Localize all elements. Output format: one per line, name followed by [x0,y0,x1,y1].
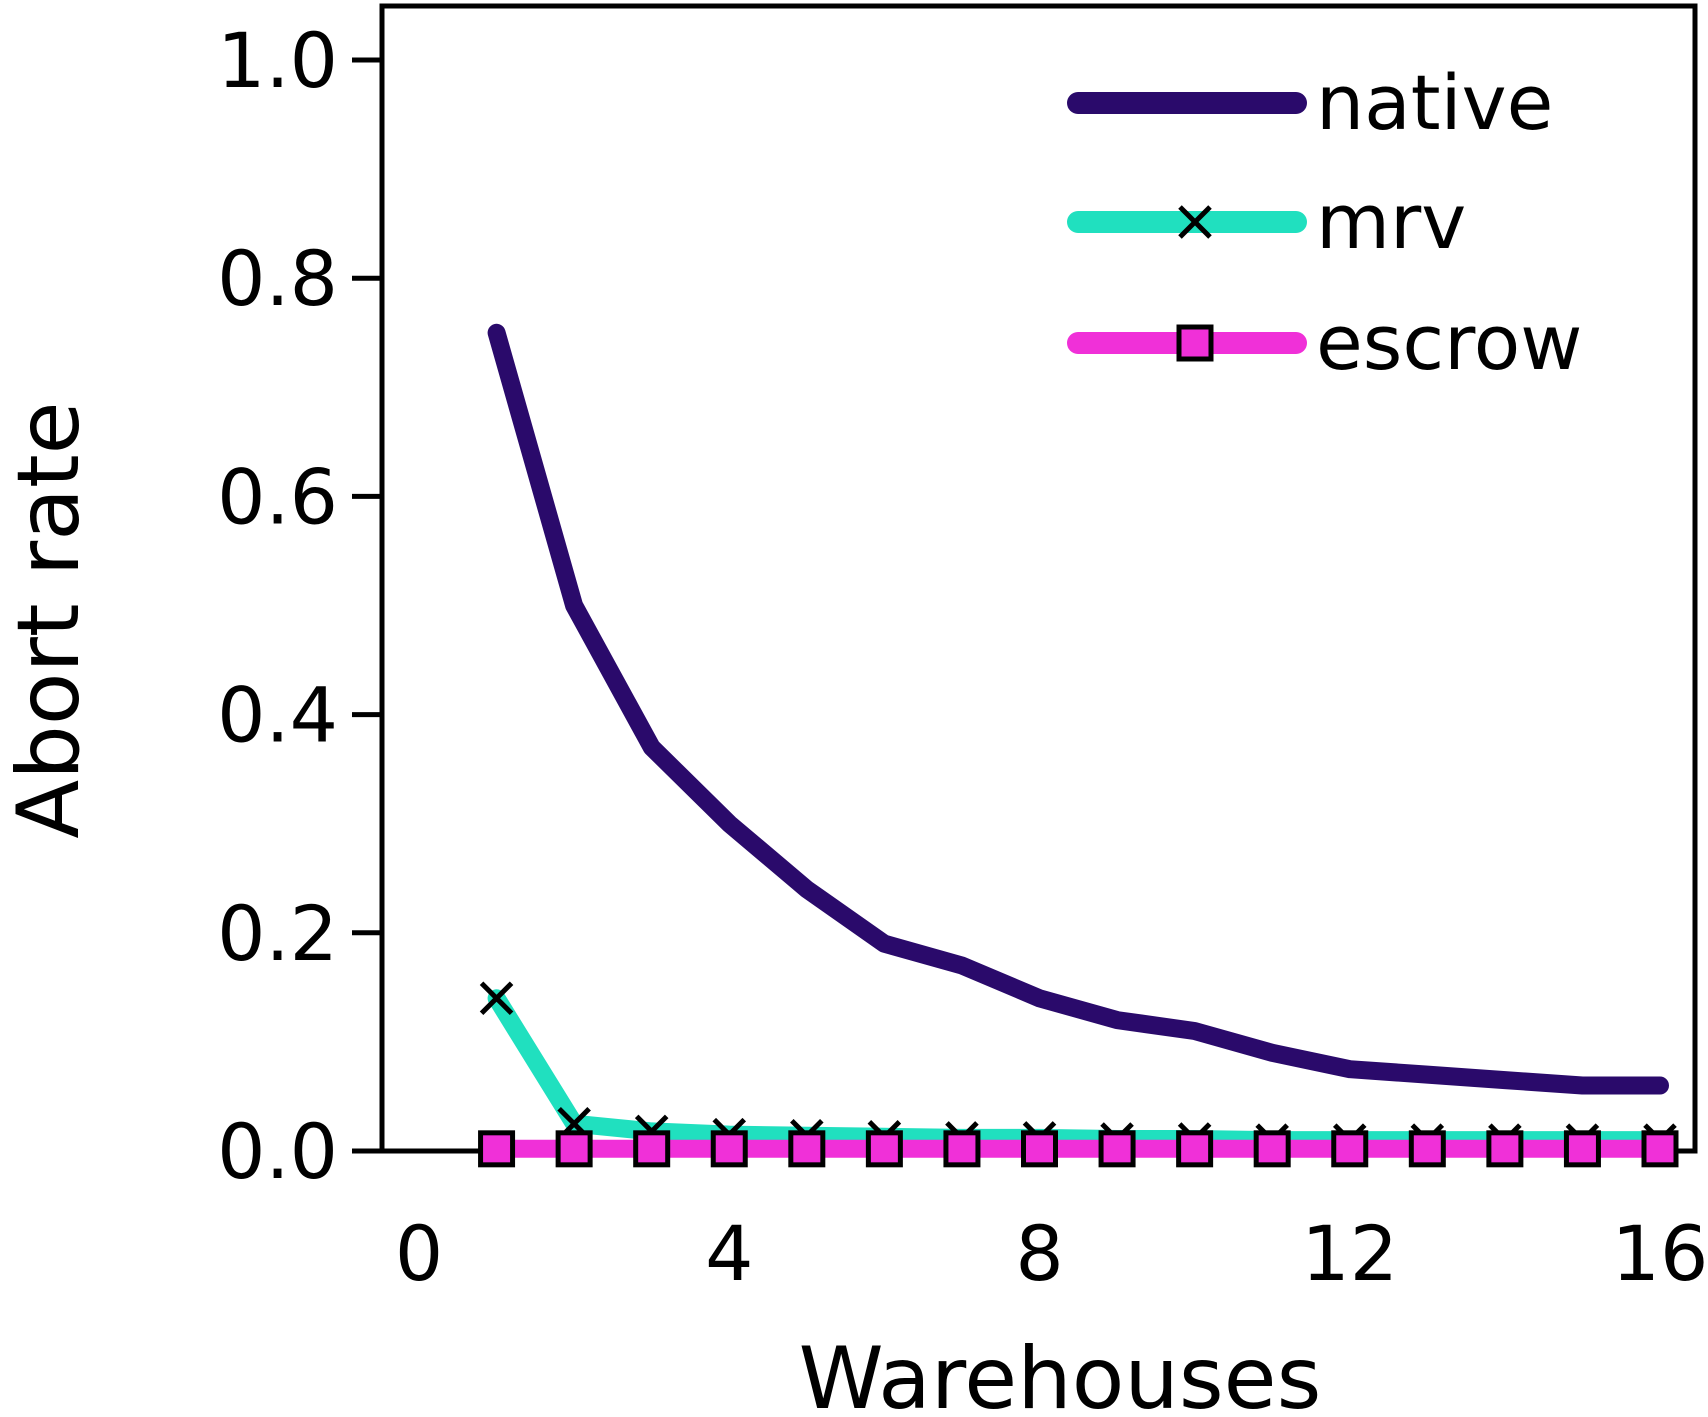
y-tick-label-1: 0.2 [217,889,338,978]
x-axis-title: Warehouses [799,1329,1322,1417]
point-escrow-1 [555,1130,593,1168]
point-escrow-0 [478,1130,516,1168]
legend-marker-mrv [1178,205,1212,239]
legend-label-native: native [1316,58,1553,147]
legend-marker-mrv-stroke-b [1178,205,1212,239]
point-escrow-4 [788,1130,826,1168]
series-line-mrv [487,989,1669,1150]
point-escrow-14 [1563,1130,1601,1168]
legend-label-mrv: mrv [1316,177,1466,266]
point-escrow-3 [710,1130,748,1168]
y-axis-title: Abort rate [0,401,99,838]
point-mrv-0 [479,981,514,1016]
legend-label-escrow: escrow [1316,298,1582,387]
point-mrv-0-stroke-b [479,981,514,1016]
point-escrow-13 [1486,1130,1524,1168]
point-escrow-9 [1176,1130,1214,1168]
x-tick-label-3: 12 [1301,1209,1398,1298]
axes [352,3,1698,1154]
point-escrow-10 [1253,1130,1291,1168]
point-escrow-7 [1021,1130,1058,1168]
y-tick-label-0: 0.0 [217,1107,338,1196]
point-escrow-2 [633,1130,671,1168]
point-escrow-5 [865,1130,903,1168]
axis-labels: 0.0 0.2 0.4 0.6 0.8 1.0 0 4 8 12 16 Warehouses Abort… [0,16,1708,1417]
point-escrow-6 [943,1130,981,1168]
series-lines [478,323,1679,1168]
point-escrow-11 [1331,1130,1369,1168]
x-tick-label-1: 4 [705,1209,753,1298]
series-line-native [487,323,1669,1095]
x-tick-label-0: 0 [395,1209,443,1298]
x-tick-label-4: 16 [1612,1209,1708,1298]
y-tick-label-5: 1.0 [217,16,338,105]
point-escrow-12 [1408,1130,1446,1168]
point-escrow-15 [1641,1130,1679,1168]
y-tick-label-4: 0.8 [217,234,338,323]
y-tick-label-3: 0.6 [217,452,338,541]
y-tick-label-2: 0.4 [217,671,338,760]
plot-frame [379,3,1698,1154]
legend: native mrv escrow [1067,58,1582,387]
legend-marker-escrow [1176,324,1214,362]
point-escrow-8 [1098,1130,1136,1168]
x-tick-label-2: 8 [1015,1209,1063,1298]
